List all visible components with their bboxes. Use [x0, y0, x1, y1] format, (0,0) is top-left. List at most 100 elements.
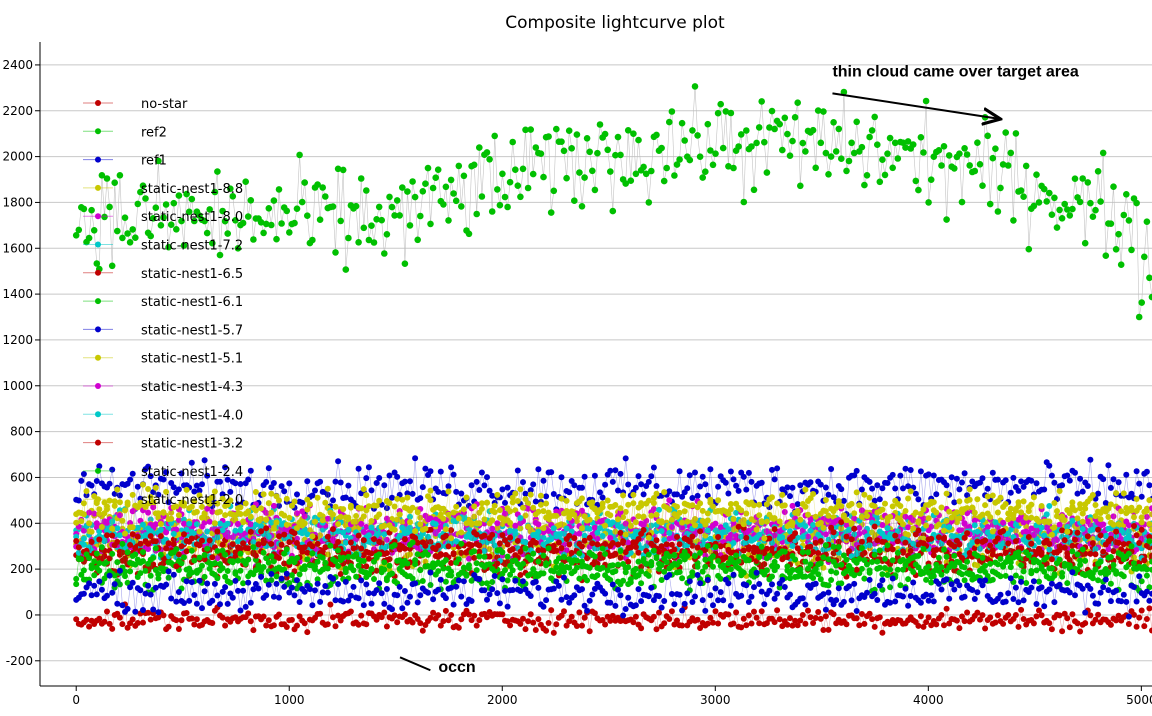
- data-point: [468, 542, 475, 549]
- data-point: [1107, 554, 1114, 560]
- data-point: [653, 555, 660, 562]
- data-point: [676, 509, 683, 516]
- data-point: [535, 466, 542, 473]
- data-point: [1107, 535, 1114, 542]
- data-point: [1131, 554, 1137, 561]
- data-point: [722, 554, 729, 561]
- data-point: [291, 498, 298, 505]
- data-point: [697, 500, 704, 507]
- data-point: [994, 476, 1001, 483]
- data-point: [165, 574, 172, 581]
- data-point: [763, 545, 770, 552]
- data-point: [504, 577, 511, 584]
- data-point: [278, 521, 285, 528]
- data-point: [735, 558, 742, 565]
- data-point: [1105, 546, 1112, 553]
- data-point: [563, 525, 570, 532]
- data-point: [93, 478, 100, 484]
- data-point: [874, 514, 881, 521]
- data-point: [294, 491, 300, 498]
- data-point: [943, 559, 950, 566]
- data-point: [586, 534, 593, 541]
- data-point: [1036, 559, 1042, 566]
- data-point: [563, 564, 570, 570]
- data-point: [725, 526, 732, 533]
- data-point: [401, 504, 408, 511]
- data-point: [376, 551, 383, 558]
- data-point: [799, 549, 806, 556]
- data-point: [481, 553, 488, 560]
- data-point: [181, 554, 187, 561]
- data-point: [104, 532, 110, 539]
- data-point: [237, 550, 244, 557]
- data-point: [928, 500, 935, 507]
- data-point: [109, 518, 116, 525]
- data-point: [312, 518, 318, 525]
- data-point: [381, 531, 388, 538]
- data-point: [1107, 484, 1114, 491]
- data-point: [376, 475, 383, 481]
- data-point: [481, 516, 488, 523]
- data-point: [1084, 533, 1091, 540]
- data-point: [512, 490, 519, 497]
- data-point: [894, 538, 901, 545]
- data-point: [910, 554, 917, 561]
- data-point: [124, 549, 131, 556]
- data-point: [1036, 539, 1042, 545]
- data-point: [263, 479, 270, 485]
- data-point: [956, 498, 963, 505]
- data-point: [245, 556, 252, 563]
- data-point: [335, 563, 342, 569]
- data-point: [946, 524, 953, 531]
- data-point: [409, 539, 416, 546]
- data-point: [604, 497, 611, 504]
- data-point: [345, 482, 352, 489]
- data-point: [481, 532, 488, 539]
- data-point: [324, 551, 331, 558]
- data-point: [471, 548, 478, 555]
- data-point: [427, 468, 434, 475]
- data-point: [224, 568, 231, 574]
- data-point: [727, 501, 734, 507]
- data-point: [702, 481, 709, 488]
- data-point: [730, 516, 737, 522]
- data-point: [116, 532, 123, 539]
- data-point: [1110, 562, 1117, 568]
- data-point: [748, 516, 755, 523]
- data-point: [938, 571, 945, 578]
- data-point: [928, 523, 935, 530]
- data-point: [671, 552, 678, 558]
- data-point: [789, 519, 796, 526]
- data-point: [843, 533, 850, 540]
- data-point: [971, 522, 978, 529]
- data-point: [925, 563, 932, 570]
- data-point: [1041, 486, 1048, 493]
- data-point: [127, 542, 134, 548]
- data-point: [86, 555, 93, 562]
- data-point: [427, 487, 434, 494]
- data-point: [535, 547, 542, 554]
- data-point: [555, 522, 562, 529]
- data-point: [80, 511, 87, 518]
- data-point: [930, 472, 937, 479]
- data-point: [594, 535, 601, 542]
- data-point: [1043, 554, 1050, 561]
- data-point: [504, 553, 511, 560]
- data-point: [756, 501, 763, 508]
- data-point: [78, 571, 85, 578]
- data-point: [799, 533, 806, 540]
- data-point: [579, 525, 585, 532]
- data-point: [910, 569, 917, 575]
- data-point: [330, 526, 336, 533]
- data-point: [566, 514, 573, 521]
- data-point: [330, 536, 336, 543]
- data-point: [324, 533, 331, 540]
- data-point: [414, 551, 421, 558]
- data-point: [127, 559, 134, 566]
- data-point: [725, 510, 732, 517]
- data-point: [299, 548, 306, 555]
- data-point: [727, 566, 734, 573]
- data-point: [486, 546, 493, 553]
- data-point: [758, 519, 765, 526]
- data-point: [73, 581, 80, 588]
